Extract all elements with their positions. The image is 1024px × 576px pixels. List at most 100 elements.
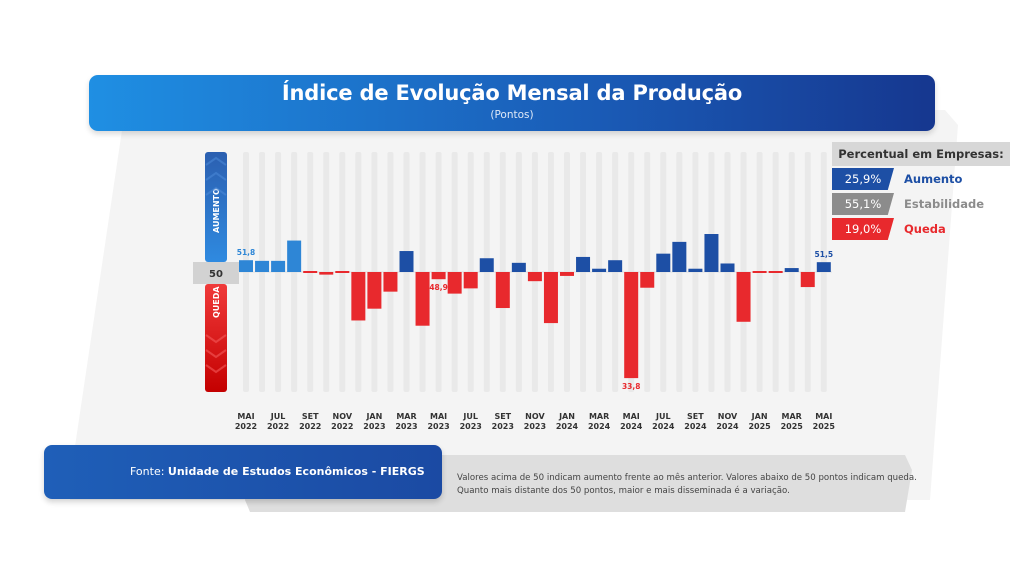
bar-2025-03 [784, 268, 799, 272]
bar-2022-06 [255, 260, 270, 272]
x-tick-month-2024-05: MAI [623, 412, 640, 421]
bar-2022-11 [335, 271, 350, 273]
note-line-2: Quanto mais distante dos 50 pontos, maio… [457, 486, 790, 496]
bar-2024-06 [640, 272, 655, 288]
data-label-2024-05: 33,8 [622, 382, 641, 391]
bar-2022-10 [319, 272, 334, 275]
x-tick-year-2023-11: 2023 [524, 422, 546, 431]
source-text: Fonte: Unidade de Estudos Econômicos - F… [130, 465, 425, 478]
data-label-2022-05: 51,8 [237, 248, 256, 257]
bar-2023-08 [479, 258, 494, 272]
x-tick-month-2024-11: NOV [718, 412, 738, 421]
data-label-2023-05: 48,9 [429, 283, 448, 292]
gauge-up [205, 152, 227, 262]
x-tick-year-2025-03: 2025 [781, 422, 804, 431]
source-prefix: Fonte: [130, 465, 168, 478]
bar-2024-11 [720, 263, 735, 272]
bar-2023-12 [543, 272, 558, 324]
bar-2023-10 [511, 262, 526, 272]
x-tick-month-2024-01: JAN [558, 412, 575, 421]
x-tick-month-2025-05: MAI [815, 412, 832, 421]
x-tick-month-2022-07: JUL [270, 412, 286, 421]
bar-2023-11 [527, 272, 542, 282]
bar-2023-03 [399, 251, 414, 272]
legend-label-aumento: Aumento [904, 172, 963, 186]
x-tick-month-2024-03: MAR [589, 412, 609, 421]
x-tick-month-2022-11: NOV [333, 412, 353, 421]
x-tick-year-2023-09: 2023 [492, 422, 514, 431]
bar-2024-08 [672, 241, 687, 272]
bar-2024-10 [704, 234, 719, 272]
bar-2022-05 [239, 260, 253, 272]
chart-subtitle: (Pontos) [490, 109, 534, 121]
x-tick-year-2024-07: 2024 [652, 422, 675, 431]
x-tick-month-2023-03: MAR [396, 412, 416, 421]
legend-item-aumento: 25,9% Aumento [832, 168, 1010, 190]
bar-2022-09 [303, 271, 318, 273]
bar-2024-02 [576, 256, 591, 272]
x-tick-month-2023-09: SET [494, 412, 511, 421]
legend-value-estabilidade: 55,1% [832, 193, 894, 215]
x-tick-year-2024-09: 2024 [684, 422, 707, 431]
x-tick-month-2024-07: JUL [655, 412, 671, 421]
legend-item-estabilidade: 55,1% Estabilidade [832, 193, 1010, 215]
x-tick-year-2023-05: 2023 [427, 422, 449, 431]
bar-2023-09 [495, 272, 510, 309]
x-tick-year-2022-05: 2022 [235, 422, 257, 431]
bar-2022-12 [351, 272, 366, 321]
bar-2025-01 [752, 271, 767, 273]
data-labels: 51,8 48,9 33,8 51,5 [237, 248, 833, 391]
x-tick-month-2025-03: MAR [782, 412, 802, 421]
gauge-down [205, 284, 227, 392]
gauge: 50 AUMENTO QUEDA [193, 152, 239, 392]
x-tick-month-2022-05: MAI [237, 412, 254, 421]
note-line-1: Valores acima de 50 indicam aumento fren… [457, 473, 917, 483]
x-tick-year-2022-09: 2022 [299, 422, 321, 431]
x-tick-month-2023-07: JUL [462, 412, 478, 421]
x-tick-year-2023-01: 2023 [363, 422, 385, 431]
bar-2024-09 [688, 268, 703, 272]
bar-2024-04 [608, 260, 623, 272]
gauge-down-label: QUEDA [212, 286, 221, 318]
legend-label-estabilidade: Estabilidade [904, 197, 985, 211]
data-label-2025-05: 51,5 [815, 250, 834, 259]
x-tick-month-2024-09: SET [687, 412, 704, 421]
bar-2023-01 [367, 272, 382, 309]
source-name: Unidade de Estudos Econômicos - FIERGS [167, 465, 425, 478]
x-tick-year-2024-05: 2024 [620, 422, 643, 431]
x-tick-year-2025-05: 2025 [813, 422, 836, 431]
x-tick-year-2024-03: 2024 [588, 422, 611, 431]
x-tick-month-2023-05: MAI [430, 412, 447, 421]
legend-item-queda: 19,0% Queda [832, 218, 1010, 240]
bar-2024-12 [736, 272, 751, 322]
bar-2025-05 [816, 262, 831, 272]
bar-2024-03 [592, 268, 607, 272]
bar-2024-07 [656, 253, 671, 272]
bar-2023-05 [431, 272, 446, 280]
gauge-up-label: AUMENTO [212, 188, 221, 233]
x-axis-ticks: MAI2022JUL2022SET2022NOV2022JAN2023MAR20… [235, 412, 835, 431]
gauge-mid [193, 262, 239, 284]
bar-2025-04 [800, 272, 815, 288]
gauge-mid-label: 50 [209, 269, 223, 280]
bar-2024-01 [560, 272, 574, 276]
x-tick-year-2022-07: 2022 [267, 422, 289, 431]
legend-value-aumento: 25,9% [832, 168, 894, 190]
bars [239, 234, 831, 379]
bar-2023-04 [415, 272, 430, 326]
bar-2023-02 [383, 272, 398, 292]
bar-2023-07 [463, 272, 478, 289]
bar-2025-02 [768, 271, 783, 273]
title-bar: Índice de Evolução Mensal da Produção (P… [89, 75, 935, 131]
x-tick-year-2022-11: 2022 [331, 422, 353, 431]
legend-title: Percentual em Empresas: [832, 142, 1010, 166]
bar-2022-08 [287, 240, 302, 272]
source-bar: Fonte: Unidade de Estudos Econômicos - F… [44, 445, 442, 499]
bar-2024-05 [624, 272, 639, 379]
x-tick-year-2025-01: 2025 [748, 422, 771, 431]
x-tick-year-2023-03: 2023 [395, 422, 417, 431]
x-tick-month-2025-01: JAN [751, 412, 768, 421]
x-tick-year-2023-07: 2023 [460, 422, 482, 431]
legend-label-queda: Queda [904, 222, 946, 236]
